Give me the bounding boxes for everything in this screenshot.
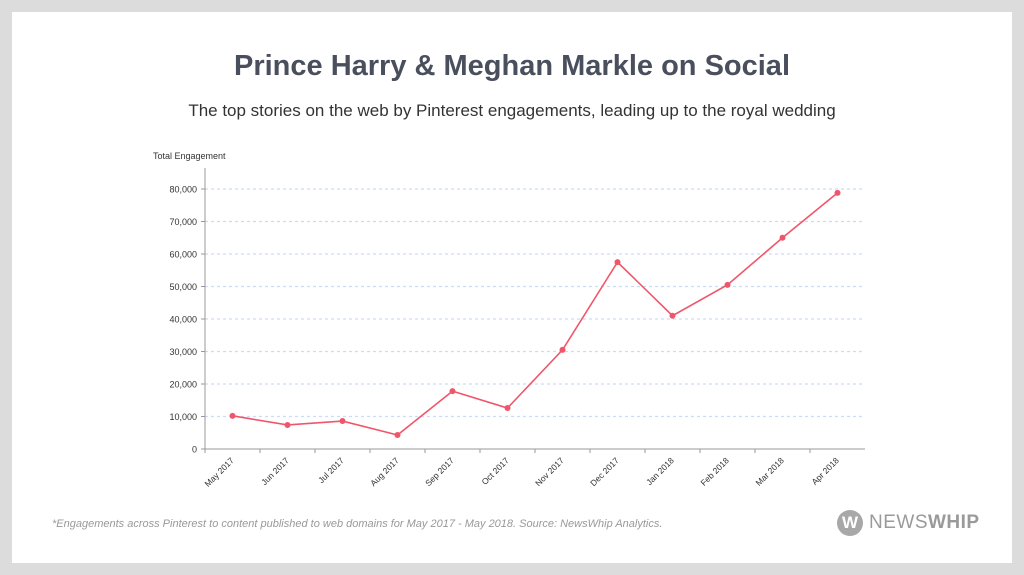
chart-title: Prince Harry & Meghan Markle on Social	[233, 50, 790, 82]
y-tick-label: 70,000	[169, 217, 197, 227]
newswhip-logo-text: NEWSWHIP	[869, 512, 980, 533]
data-point	[669, 312, 676, 319]
data-point	[724, 281, 731, 288]
data-point	[559, 346, 566, 353]
x-tick-label: Jan 2018	[644, 455, 676, 487]
x-tick-label: Feb 2018	[698, 455, 731, 488]
x-tick-label: Mar 2018	[753, 455, 786, 488]
newswhip-logo-icon: W	[837, 510, 863, 536]
y-tick-label: 10,000	[169, 412, 197, 422]
data-point	[779, 234, 786, 241]
footnote: *Engagements across Pinterest to content…	[52, 518, 663, 530]
data-point	[449, 388, 456, 395]
x-tick-label: Oct 2017	[479, 455, 511, 487]
y-tick-label: 50,000	[169, 282, 197, 292]
x-tick-label: Sep 2017	[423, 455, 456, 488]
data-point	[504, 405, 511, 412]
x-tick-label: Nov 2017	[533, 455, 566, 488]
data-point	[394, 432, 401, 439]
x-tick-label: Dec 2017	[588, 455, 621, 488]
data-point	[284, 421, 291, 428]
x-tick-label: May 2017	[202, 455, 236, 489]
y-tick-label: 40,000	[169, 315, 197, 325]
slide	[12, 12, 1012, 563]
x-tick-label: Aug 2017	[368, 455, 401, 488]
data-point	[614, 259, 621, 266]
data-point	[834, 189, 841, 196]
y-tick-label: 20,000	[169, 380, 197, 390]
data-point	[339, 418, 346, 425]
newswhip-logo: W NEWSWHIP	[837, 510, 980, 536]
y-tick-label: 80,000	[169, 185, 197, 195]
y-tick-label: 0	[192, 445, 197, 455]
x-tick-label: Jun 2017	[259, 455, 291, 487]
y-axis-label: Total Engagement	[153, 151, 226, 161]
data-point	[229, 412, 236, 419]
series-line	[232, 192, 839, 436]
x-tick-label: Apr 2018	[809, 455, 841, 487]
x-tick-label: Jul 2017	[316, 455, 346, 485]
chart-subtitle: The top stories on the web by Pinterest …	[188, 101, 836, 120]
y-tick-label: 60,000	[169, 250, 197, 260]
y-tick-label: 30,000	[169, 347, 197, 357]
